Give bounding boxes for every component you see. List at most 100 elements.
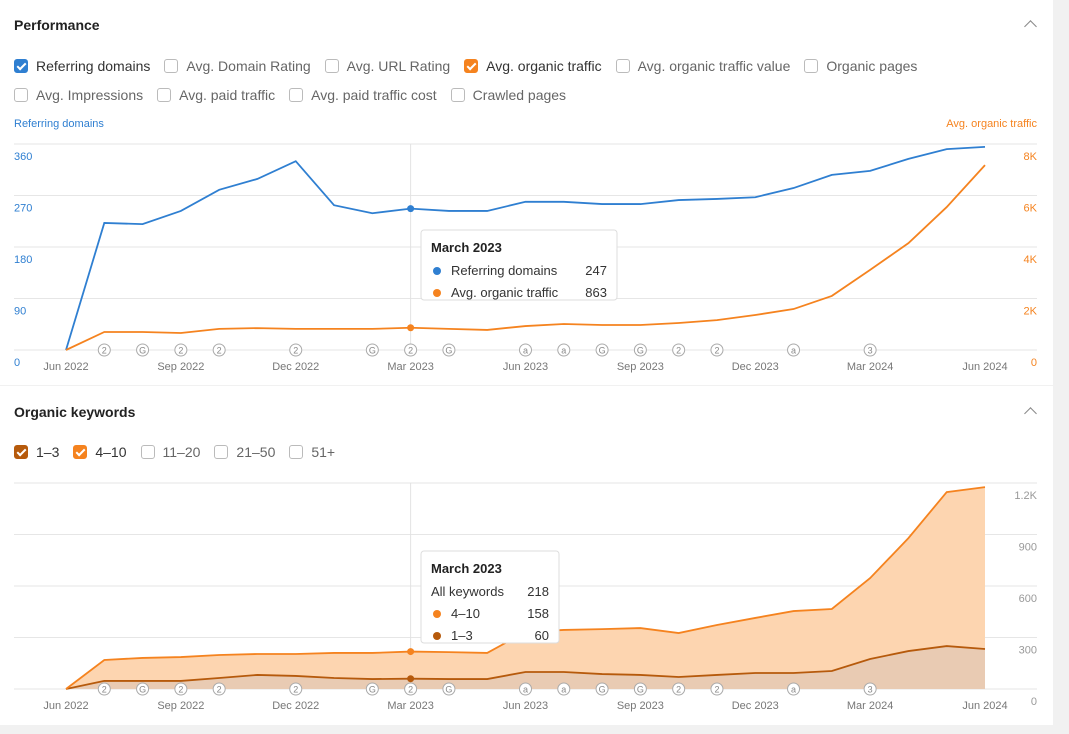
tooltip-value: 158	[527, 606, 549, 621]
option[interactable]: 1–3	[14, 444, 59, 460]
event-marker	[557, 682, 571, 696]
event-marker-label: G	[599, 346, 606, 356]
x-tick-label: Sep 2023	[617, 700, 664, 712]
checkbox[interactable]	[464, 59, 479, 73]
event-marker	[97, 682, 111, 696]
event-marker-label: a	[791, 346, 796, 356]
event-marker-label: 2	[408, 346, 413, 356]
option[interactable]: Referring domains	[14, 58, 150, 74]
x-tick-label: Sep 2023	[617, 361, 664, 373]
x-tick-label: Mar 2023	[387, 700, 433, 712]
event-marker-label: a	[791, 685, 796, 695]
option-label: 4–10	[95, 444, 127, 460]
y2-tick-label: 4K	[1024, 254, 1038, 266]
event-marker-label: 2	[293, 685, 298, 695]
tooltip-box	[420, 229, 618, 301]
event-marker-label: 2	[714, 346, 719, 356]
option-label: Avg. Impressions	[36, 87, 144, 103]
option-label: Avg. organic traffic value	[637, 58, 791, 74]
panel-title: Performance	[14, 17, 100, 33]
option[interactable]: Avg. paid traffic	[157, 87, 275, 103]
event-marker	[289, 682, 303, 696]
y-tick-label: 0	[14, 357, 20, 369]
event-marker-label: G	[637, 685, 644, 695]
event-marker	[174, 343, 188, 357]
x-tick-label: Dec 2022	[272, 361, 319, 373]
option[interactable]: 51+	[289, 444, 335, 460]
tooltip-label: 1–3	[451, 628, 473, 643]
event-marker-label: G	[599, 685, 606, 695]
checkbox[interactable]	[157, 88, 172, 102]
tooltip-dot	[433, 632, 441, 640]
option[interactable]: Avg. Domain Rating	[164, 58, 311, 74]
event-marker-label: 2	[102, 685, 107, 695]
option-label: 21–50	[236, 444, 276, 460]
y-tick-label: 1.2K	[1014, 490, 1037, 502]
option-label: Crawled pages	[472, 87, 567, 103]
line	[65, 645, 986, 690]
x-tick-label: Jun 2022	[43, 700, 88, 712]
checkbox[interactable]	[289, 88, 304, 102]
area	[66, 487, 985, 689]
event-marker	[863, 343, 877, 357]
option[interactable]: Organic pages	[804, 58, 917, 74]
y2-axis-title: Avg. organic traffic	[946, 118, 1037, 130]
option[interactable]: Avg. paid traffic cost	[289, 87, 437, 103]
checkbox[interactable]	[140, 445, 155, 459]
event-marker	[136, 682, 150, 696]
checkbox[interactable]	[73, 445, 88, 459]
option[interactable]: Crawled pages	[450, 87, 567, 103]
option[interactable]: Avg. organic traffic	[464, 58, 602, 74]
option-row: Avg. Impressions Avg. paid traffic Avg. pa…	[14, 87, 580, 103]
checkbox[interactable]	[14, 59, 28, 73]
event-marker-label: 2	[293, 346, 298, 356]
option[interactable]: Avg. Impressions	[14, 87, 143, 103]
event-marker	[404, 682, 418, 696]
area	[66, 646, 985, 689]
event-marker-label: G	[369, 685, 376, 695]
event-marker-label: G	[139, 346, 146, 356]
option[interactable]: Avg. URL Rating	[324, 58, 450, 74]
tooltip-value: 60	[535, 628, 549, 643]
checkbox[interactable]	[324, 59, 339, 73]
event-marker	[212, 682, 226, 696]
checkbox[interactable]	[615, 59, 630, 73]
y-tick-label: 900	[1019, 542, 1037, 554]
panel-title: Organic keywords	[14, 404, 136, 420]
event-marker-label: G	[139, 685, 146, 695]
event-marker-label: G	[369, 346, 376, 356]
checkbox[interactable]	[14, 88, 28, 102]
option-label: 51+	[311, 444, 336, 460]
event-marker	[710, 682, 724, 696]
y-tick-label: 360	[14, 151, 32, 163]
event-marker	[97, 343, 111, 357]
checkbox[interactable]	[14, 445, 28, 459]
event-marker	[787, 682, 801, 696]
tooltip-label: All keywords	[431, 584, 504, 599]
tooltip-value: 247	[585, 263, 607, 278]
checkbox[interactable]	[804, 59, 819, 73]
event-marker	[672, 682, 686, 696]
option[interactable]: 11–20	[140, 444, 200, 460]
checkbox[interactable]	[450, 88, 465, 102]
option-label: Referring domains	[36, 58, 151, 74]
option[interactable]: 21–50	[214, 444, 275, 460]
x-tick-label: Mar 2024	[847, 700, 893, 712]
checkbox[interactable]	[289, 445, 304, 459]
option[interactable]: 4–10	[73, 444, 127, 460]
checkbox[interactable]	[164, 59, 179, 73]
event-marker-label: 2	[714, 685, 719, 695]
x-tick-label: Dec 2023	[732, 361, 779, 373]
event-marker	[365, 682, 379, 696]
option[interactable]: Avg. organic traffic value	[615, 58, 791, 74]
event-marker	[519, 343, 532, 357]
event-marker	[212, 343, 226, 357]
event-marker-label: G	[445, 685, 452, 695]
checkbox[interactable]	[214, 445, 229, 459]
x-tick-label: Mar 2024	[847, 361, 893, 373]
event-marker	[595, 682, 609, 696]
y-tick-label: 90	[14, 306, 26, 318]
event-marker-label: 2	[178, 685, 183, 695]
option-label: Organic pages	[826, 58, 918, 74]
